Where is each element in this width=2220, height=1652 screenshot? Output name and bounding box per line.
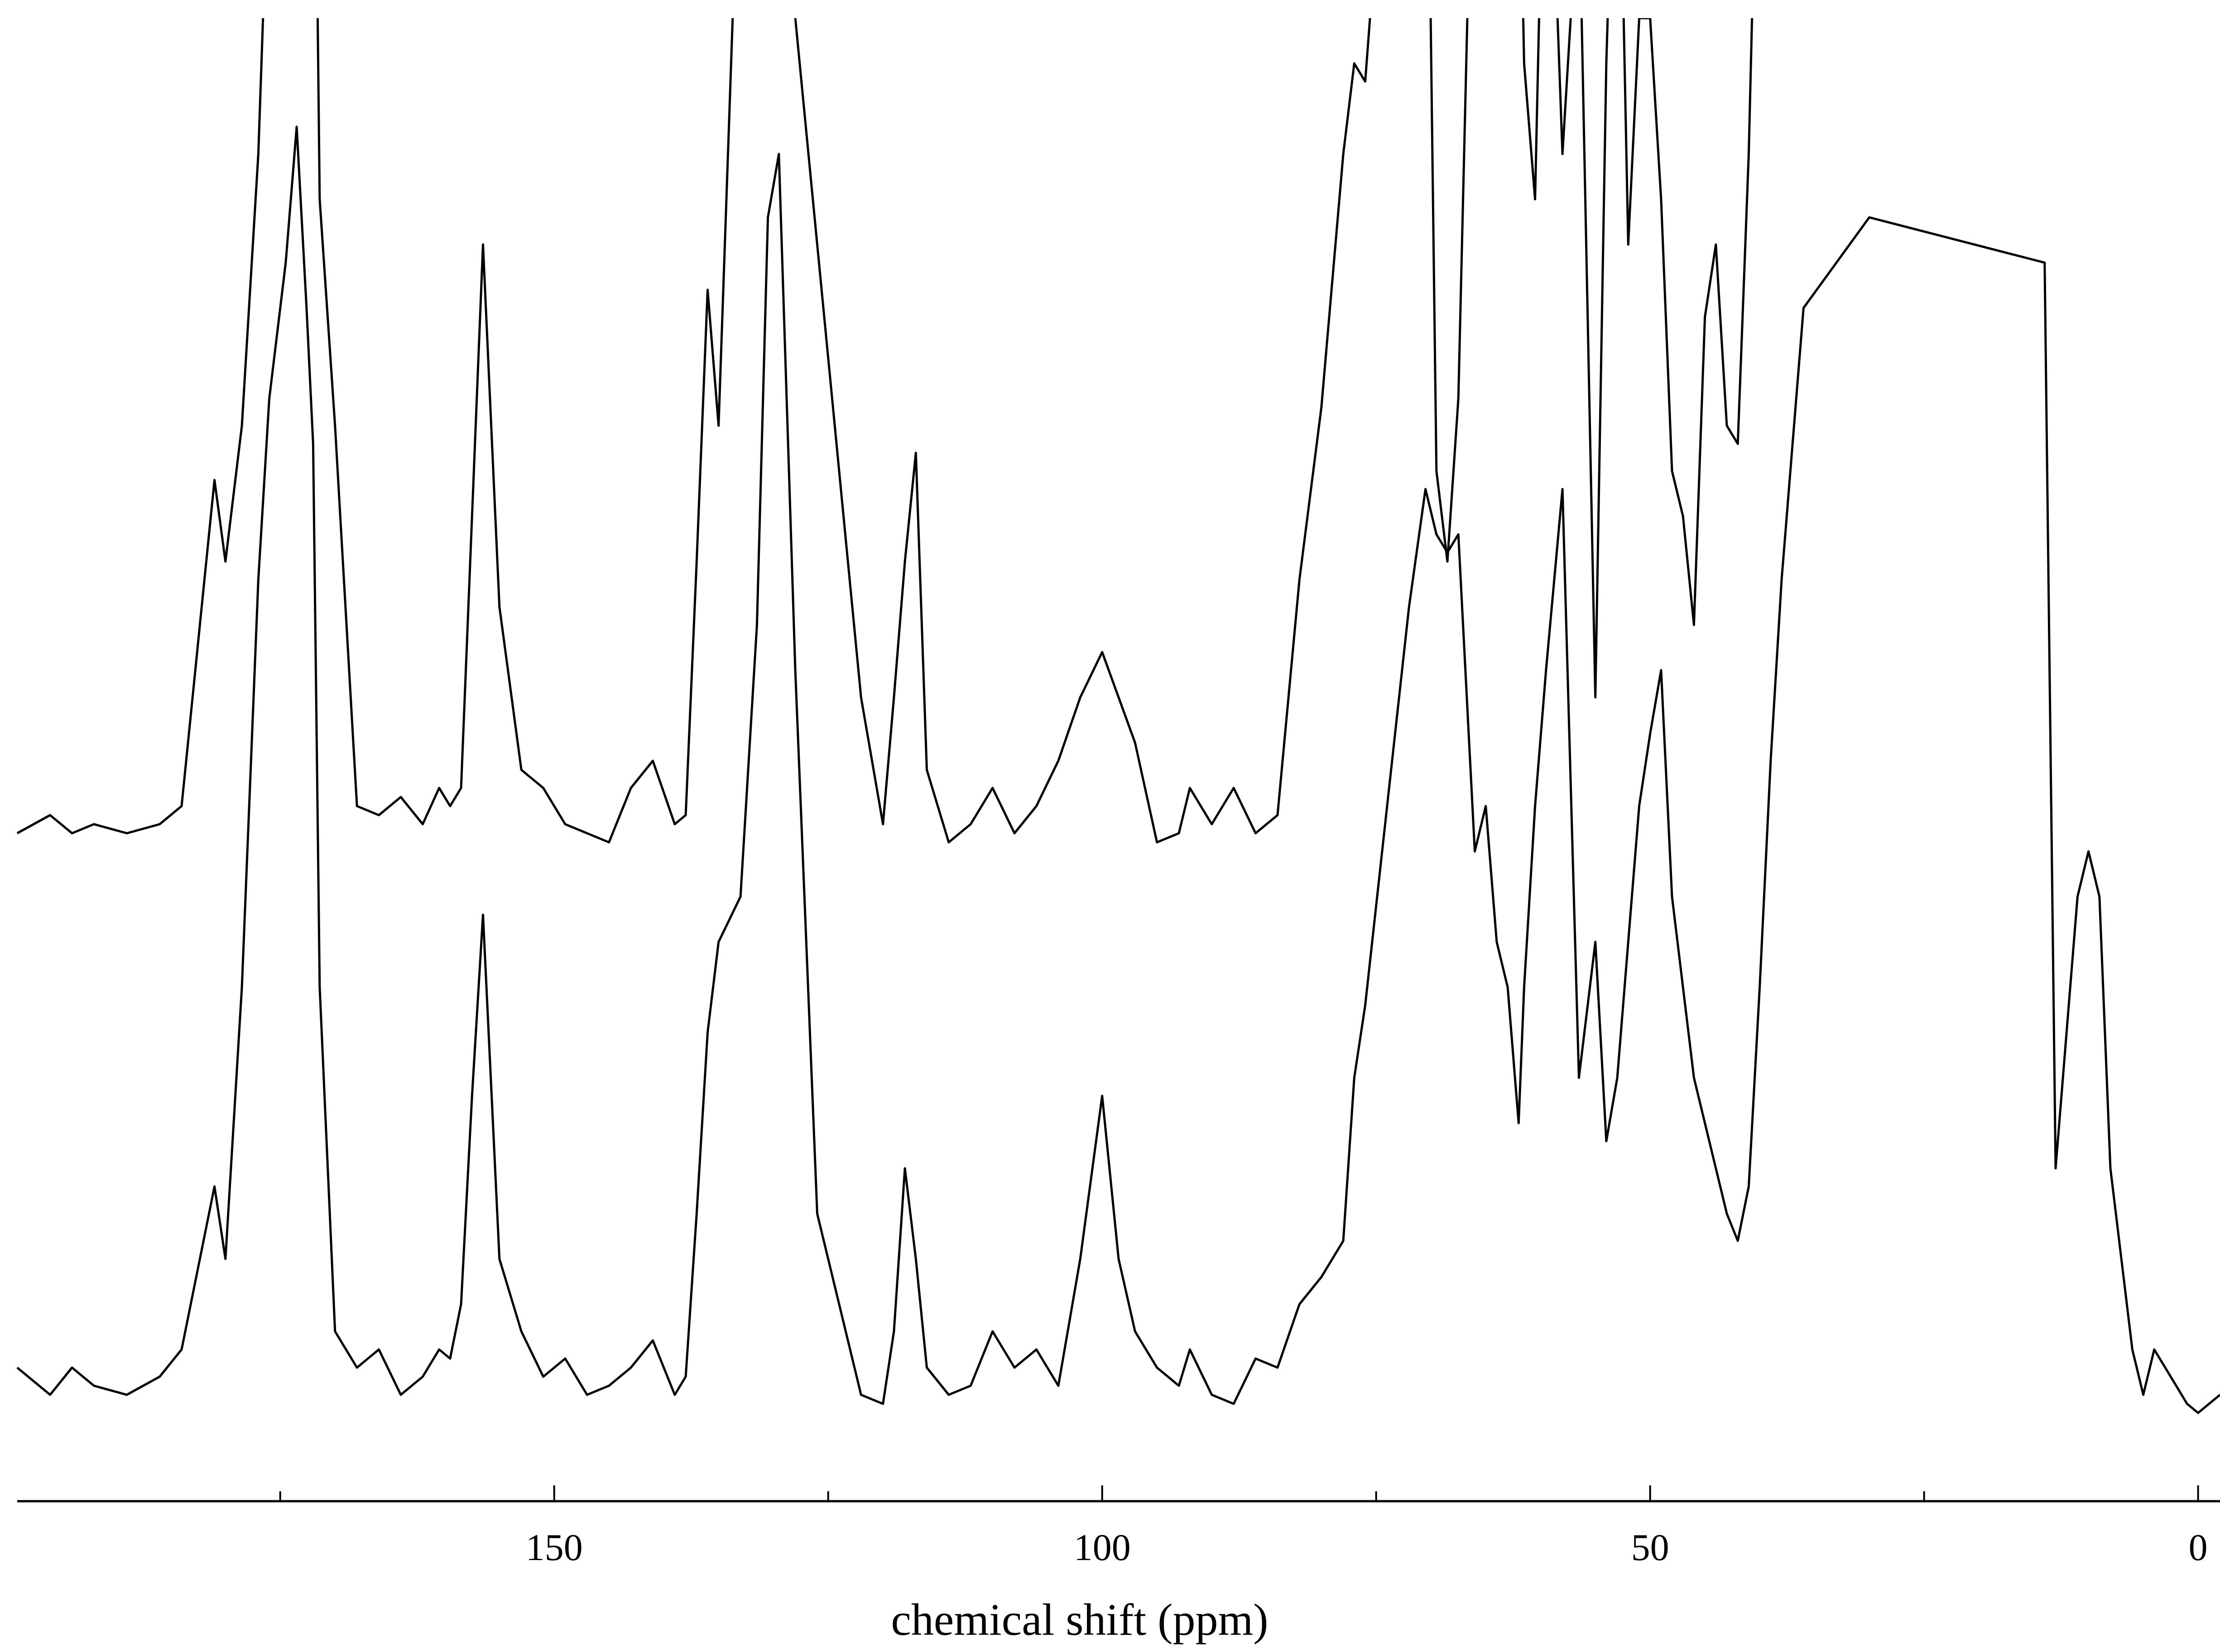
- x-tick-label: 150: [526, 1527, 583, 1569]
- x-axis-ticks: 150 100 50 0: [279, 1485, 2208, 1569]
- spectra-group: [16, 18, 2220, 1414]
- x-axis-title: chemical shift (ppm): [891, 1594, 1268, 1645]
- spectrum-upper: [16, 18, 1754, 844]
- x-tick-label: 0: [2189, 1527, 2208, 1569]
- x-tick-label: 100: [1074, 1527, 1131, 1569]
- spectrum-lower: [16, 125, 2220, 1414]
- x-tick-label: 50: [1631, 1527, 1669, 1569]
